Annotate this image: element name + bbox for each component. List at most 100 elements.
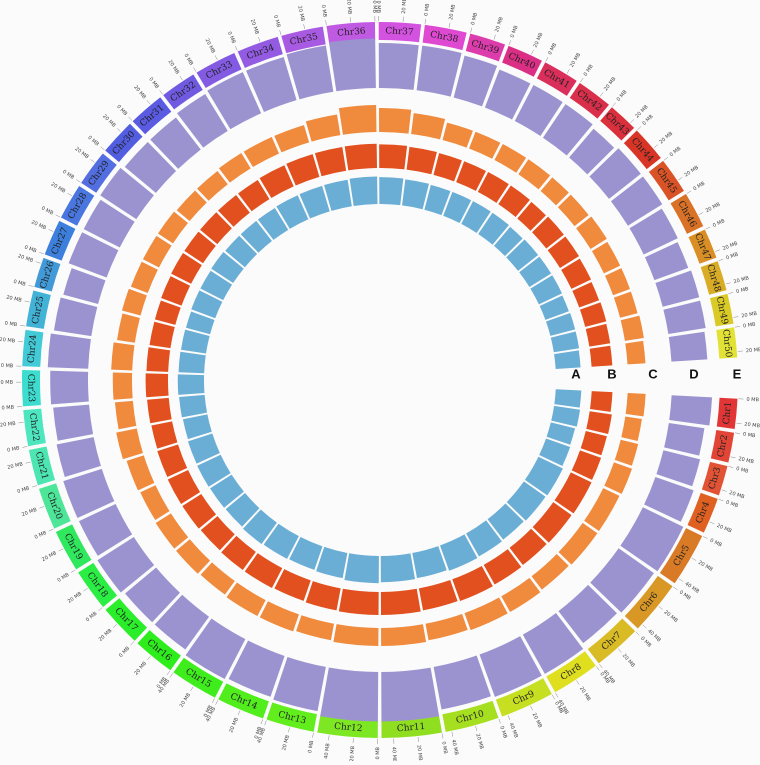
track-bar — [156, 513, 188, 548]
track-bar — [201, 562, 235, 594]
track-bar — [53, 405, 93, 441]
tick-mark — [452, 732, 453, 737]
track-bar — [554, 389, 581, 407]
track-bar — [339, 105, 377, 135]
tick-mark — [673, 587, 677, 590]
track-label: A — [571, 366, 581, 381]
track-bar — [150, 322, 175, 348]
tick-mark — [508, 715, 510, 720]
tick-mark — [98, 608, 102, 611]
tick-label: 0 MB — [669, 145, 683, 158]
track-bar — [127, 455, 155, 490]
tick-label: 20 MB — [30, 219, 47, 231]
chromosome-label: Chr37 — [385, 26, 414, 38]
tick-mark — [25, 301, 30, 302]
track-bar — [115, 401, 136, 429]
tick-mark — [471, 28, 472, 33]
tick-label: 0 MB — [17, 485, 31, 495]
tick-mark — [212, 699, 214, 703]
tick-label: 20 MB — [603, 76, 618, 93]
track-bar — [452, 566, 493, 601]
track-bar — [345, 144, 377, 171]
tick-label: 0 MB — [725, 251, 739, 261]
tick-label: 20 MB — [728, 490, 745, 501]
tick-mark — [556, 693, 558, 697]
tick-mark — [715, 250, 720, 252]
tick-mark — [706, 227, 711, 229]
tick-label: 20 MB — [204, 38, 217, 55]
tick-label: 20 MB — [746, 347, 760, 354]
track-bar — [158, 212, 188, 244]
tick-mark — [710, 522, 715, 524]
tick-mark — [26, 462, 31, 463]
track-bar — [664, 423, 704, 456]
tick-mark — [552, 695, 554, 699]
tick-mark — [29, 285, 34, 286]
tick-label: 20 MB — [249, 18, 260, 35]
tick-mark — [328, 735, 329, 740]
track-bar — [379, 177, 403, 205]
track-bar — [143, 236, 172, 268]
tick-mark — [703, 536, 708, 538]
tick-label: 0 MB — [424, 3, 432, 17]
tick-label: 0 MB — [85, 610, 99, 623]
tick-label: 0 MB — [23, 244, 37, 254]
track-bar — [469, 132, 500, 159]
tick-mark — [49, 529, 54, 531]
tick-mark — [160, 90, 163, 94]
track-bar — [402, 179, 429, 209]
tick-mark — [304, 24, 305, 29]
tick-mark — [659, 606, 663, 609]
tick-label: 0 MB — [692, 180, 706, 192]
tick-label: 0 MB — [736, 286, 750, 295]
tick-label: 20 MB — [67, 590, 84, 604]
tick-label: 40 MB — [323, 742, 331, 759]
tick-mark — [418, 737, 419, 742]
tick-label: 20 MB — [448, 3, 457, 20]
track-bar — [580, 302, 606, 326]
tick-mark — [216, 700, 218, 704]
tick-label: 20 MB — [741, 311, 758, 320]
tick-label: 0 MB — [13, 279, 27, 288]
track-bar — [197, 171, 228, 201]
tick-mark — [600, 92, 603, 96]
track-bar — [558, 195, 589, 227]
tick-label: 0 MB — [272, 15, 281, 29]
track-bar — [57, 437, 101, 477]
tick-mark — [631, 119, 634, 123]
tick-mark — [32, 486, 37, 487]
track-bar — [151, 421, 177, 448]
track-bar — [379, 108, 411, 134]
track-bar — [532, 554, 569, 590]
tick-label: 0 MB — [712, 218, 726, 229]
tick-label: 40 MB — [391, 747, 398, 761]
tick-label: 20 MB — [716, 523, 733, 535]
tick-label: 20 MB — [663, 609, 679, 624]
tick-mark — [736, 423, 741, 424]
track-bar — [146, 373, 169, 397]
tick-mark — [636, 632, 640, 636]
tick-mark — [326, 20, 327, 25]
tick-label: 20 MB — [697, 560, 714, 573]
tick-mark — [692, 558, 696, 560]
tick-mark — [129, 117, 132, 121]
track-bar — [584, 488, 619, 531]
tick-label: 20 MB — [0, 380, 14, 386]
track-bar — [48, 333, 91, 368]
tick-mark — [113, 624, 117, 627]
tick-label: 0 MB — [226, 31, 237, 45]
chromosome-label: Chr23 — [25, 374, 36, 403]
track-bar — [219, 153, 251, 183]
track-bar — [274, 125, 309, 152]
track-bar — [501, 578, 540, 612]
tick-label: 0 MB — [61, 169, 75, 181]
tick-label: 0 MB — [4, 320, 18, 328]
track-bar — [669, 332, 708, 362]
tick-mark — [18, 341, 23, 342]
track-bar — [621, 316, 644, 341]
tick-label: 20 MB — [705, 201, 722, 214]
track-label: C — [648, 366, 658, 381]
tick-mark — [612, 103, 615, 107]
tick-label: 20 MB — [132, 84, 147, 100]
tick-mark — [71, 570, 75, 573]
